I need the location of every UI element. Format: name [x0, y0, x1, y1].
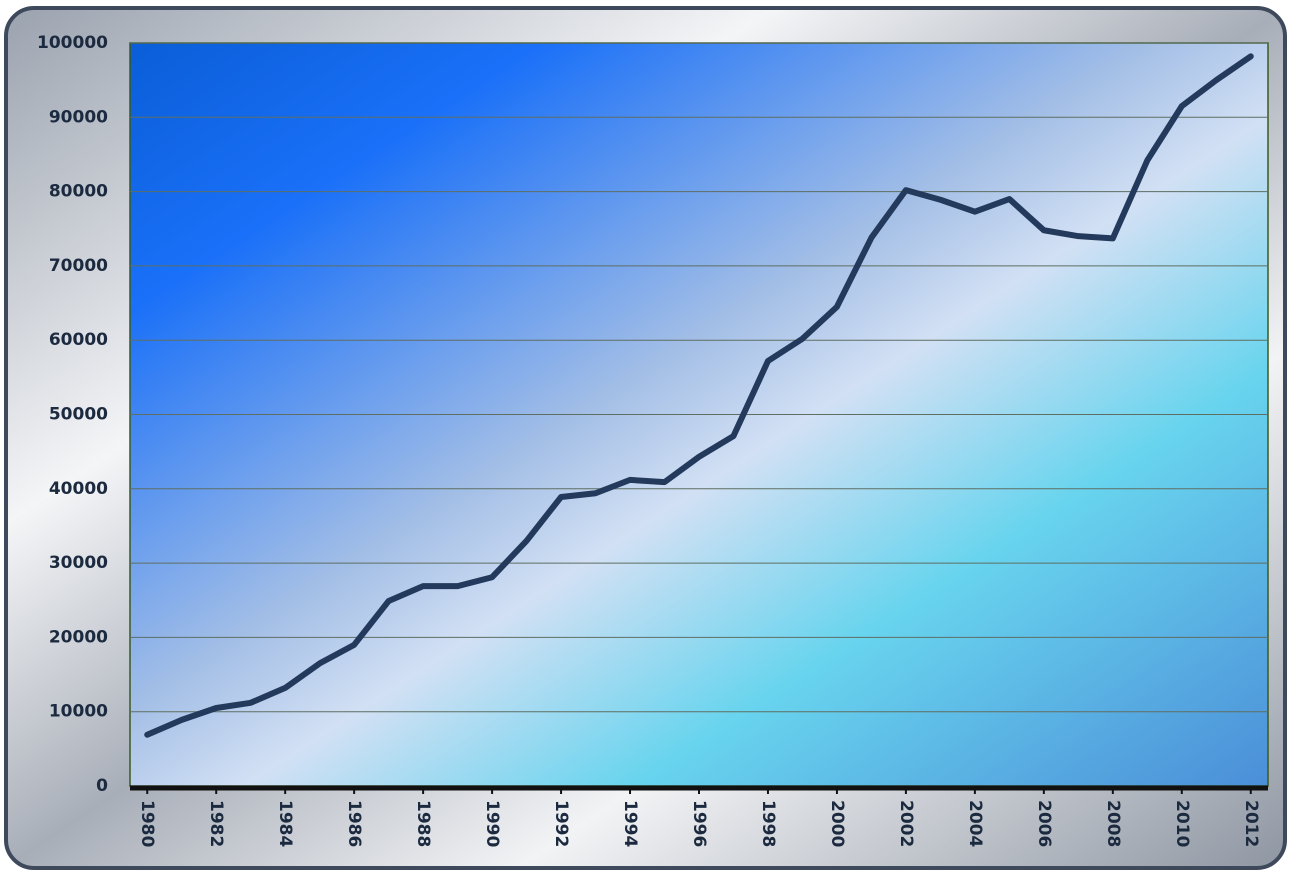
x-tick-label: 1984: [275, 800, 295, 847]
x-tick-label: 1986: [344, 800, 364, 847]
y-tick-label: 60000: [49, 330, 108, 350]
x-tick-label: 1994: [620, 800, 640, 847]
x-tick-label: 1992: [551, 800, 571, 847]
x-tick-label: 2002: [896, 800, 916, 847]
x-tick-label: 1996: [689, 800, 709, 847]
x-tick-label: 1998: [758, 800, 778, 847]
y-tick-label: 20000: [49, 627, 108, 647]
x-tick-label: 2008: [1103, 800, 1123, 847]
y-tick-label: 30000: [49, 553, 108, 573]
y-tick-label: 80000: [49, 182, 108, 202]
x-tick-label: 1980: [137, 800, 157, 847]
x-tick-label: 1990: [482, 800, 502, 847]
x-tick-label: 2012: [1241, 800, 1261, 847]
y-tick-label: 90000: [49, 107, 108, 127]
x-tick-label: 1982: [206, 800, 226, 847]
y-tick-label: 0: [96, 776, 108, 796]
y-tick-label: 70000: [49, 256, 108, 276]
y-tick-label: 40000: [49, 479, 108, 499]
x-tick-label: 2006: [1034, 800, 1054, 847]
x-tick-label: 1988: [413, 800, 433, 847]
y-tick-label: 50000: [49, 405, 108, 425]
line: [144, 53, 1254, 738]
x-tick-label: 2000: [827, 800, 847, 847]
x-tick-label: 2004: [965, 800, 985, 847]
y-tick-label: 100000: [37, 33, 108, 53]
y-tick-label: 10000: [49, 702, 108, 722]
x-tick-label: 2010: [1172, 800, 1192, 847]
